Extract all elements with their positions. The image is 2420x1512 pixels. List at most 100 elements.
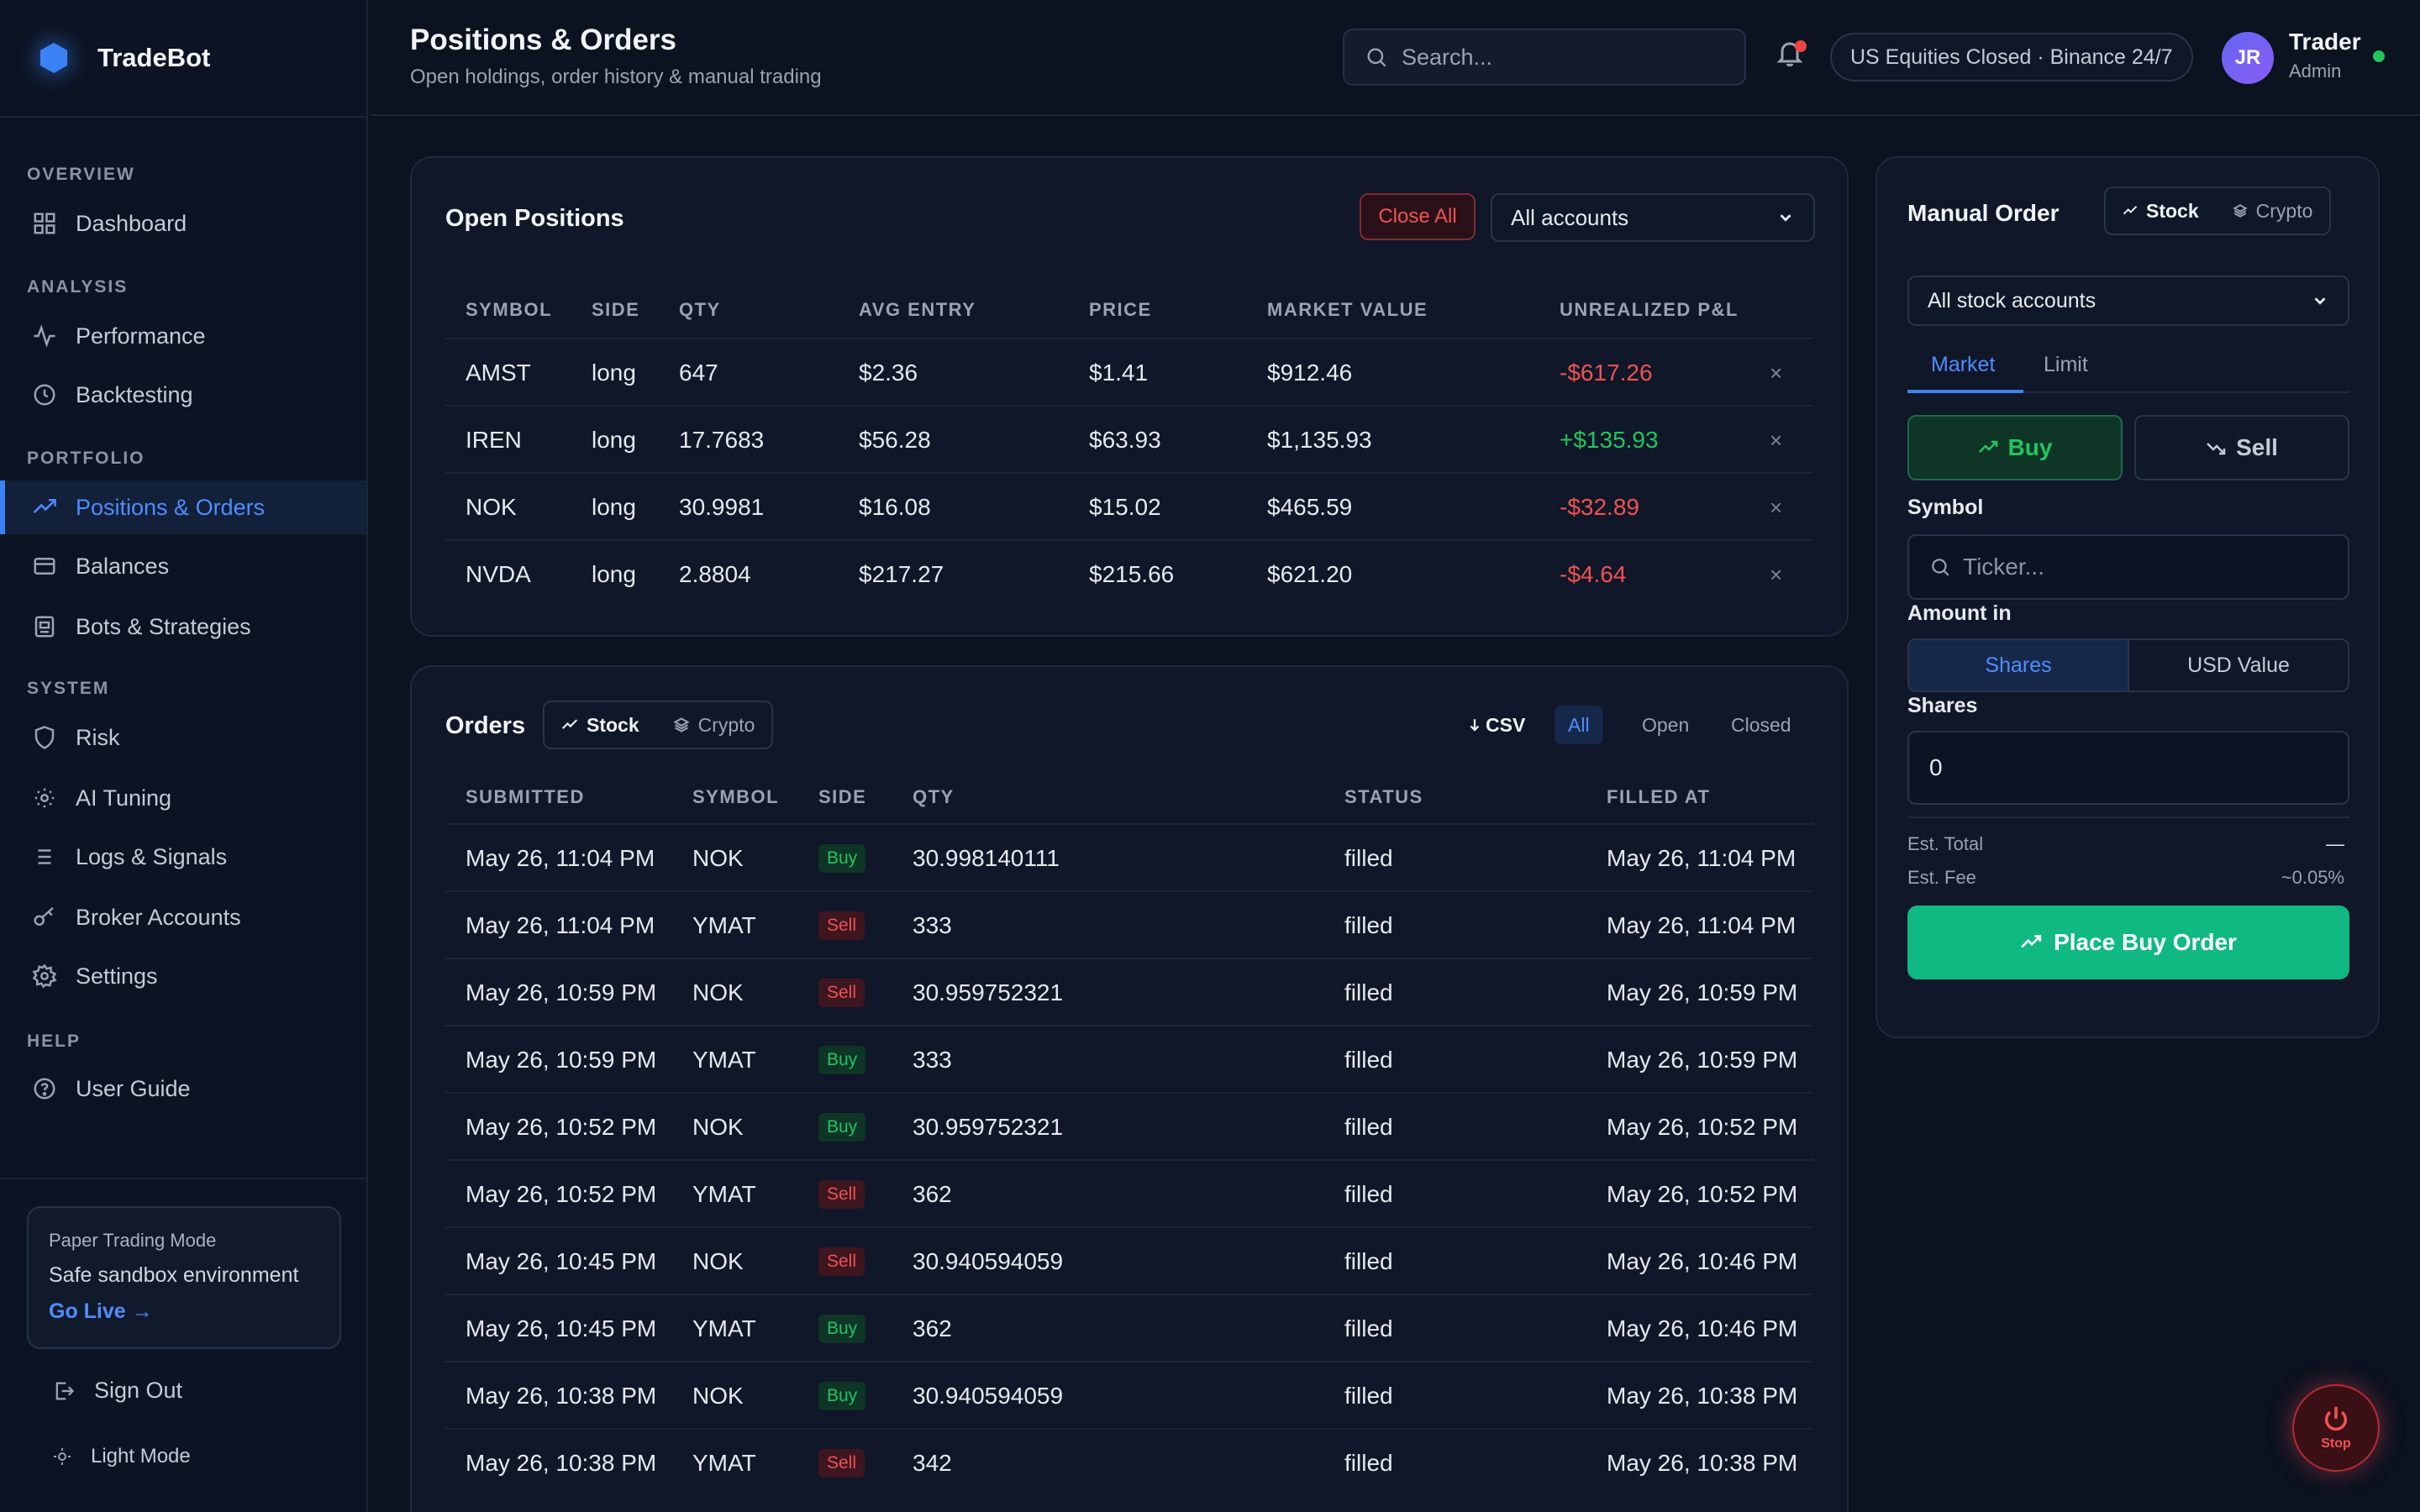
manual-asset-tabs: Stock Crypto [2104,186,2332,235]
gear-icon [32,963,57,989]
go-live-link[interactable]: Go Live → [49,1299,153,1323]
orders-panel: Orders Stock Crypto CSV All Open Closed … [410,665,1849,1512]
shares-label: Shares [1907,694,1978,717]
cell-qty: 362 [913,1181,952,1207]
shares-input[interactable] [1929,754,2265,781]
shares-input-box[interactable] [1907,731,2349,805]
col-qty: QTY [679,299,721,320]
sidebar-item-performance[interactable]: Performance [0,309,366,363]
sidebar-item-broker-accounts[interactable]: Broker Accounts [0,890,366,944]
cell-status: filled [1344,1315,1393,1341]
tab-stock[interactable]: Stock [2106,188,2216,234]
light-mode-toggle[interactable]: Light Mode [52,1445,191,1468]
stock-account-value: All stock accounts [1928,288,2096,312]
col-side: SIDE [592,299,640,320]
table-row[interactable]: AMST long 647 $2.36 $1.41 $912.46 -$617.… [445,338,1813,405]
symbol-input[interactable] [1963,554,2298,580]
cell-filled-at: May 26, 10:59 PM [1607,1047,1798,1073]
sidebar-item-backtesting[interactable]: Backtesting [0,368,366,422]
sidebar-item-label: Settings [76,963,158,989]
amount-in-label: Amount in [1907,601,2012,625]
filter-all[interactable]: All [1555,706,1603,744]
table-row[interactable]: NOK long 30.9981 $16.08 $15.02 $465.59 -… [445,472,1813,539]
sell-toggle-button[interactable]: Sell [2134,415,2349,480]
emergency-stop-button[interactable]: Stop [2292,1384,2380,1472]
sidebar-item-bots-strategies[interactable]: Bots & Strategies [0,600,366,654]
account-select[interactable]: All accounts [1491,193,1815,242]
amount-usd-option[interactable]: USD Value [2187,653,2290,677]
sidebar-item-user-guide[interactable]: User Guide [0,1062,366,1116]
cell-submitted: May 26, 10:52 PM [466,1114,657,1140]
stock-account-select[interactable]: All stock accounts [1907,276,2349,326]
grid-icon [34,213,55,234]
sidebar-item-risk[interactable]: Risk [0,711,366,764]
close-position-button[interactable]: × [1770,561,1783,587]
cell-avg-entry: $16.08 [859,494,931,520]
buy-toggle-button[interactable]: Buy [1907,415,2123,480]
tab-crypto-label: Crypto [697,713,755,736]
filter-closed[interactable]: Closed [1731,713,1791,736]
sidebar-item-ai-tuning[interactable]: AI Tuning [0,771,366,825]
cell-side: Buy [818,1362,866,1430]
cell-status: filled [1344,1450,1393,1476]
cell-avg-entry: $2.36 [859,360,918,386]
cell-qty: 342 [913,1450,952,1476]
orders-title: Orders [445,712,526,739]
table-row[interactable]: May 26, 10:38 PM NOK Buy 30.940594059 filled… [445,1361,1813,1428]
cell-symbol: AMST [466,360,531,386]
table-row[interactable]: IREN long 17.7683 $56.28 $63.93 $1,135.9… [445,405,1813,472]
cell-filled-at: May 26, 10:59 PM [1607,979,1798,1005]
sidebar-item-settings[interactable]: Settings [0,949,366,1003]
cell-qty: 30.998140111 [913,845,1060,871]
tab-crypto[interactable]: Crypto [656,702,772,748]
filter-open[interactable]: Open [1642,713,1690,736]
est-total-value: — [2326,833,2344,854]
cell-filled-at: May 26, 11:04 PM [1607,845,1797,871]
sidebar-item-logs-signals[interactable]: Logs & Signals [0,830,366,884]
sign-out-button[interactable]: Sign Out [52,1378,182,1404]
csv-download-button[interactable]: CSV [1454,706,1539,744]
place-order-button[interactable]: Place Buy Order [1907,906,2349,979]
search-input[interactable] [1402,44,1721,71]
symbol-input-box[interactable] [1907,534,2349,600]
sidebar-item-dashboard[interactable]: Dashboard [0,197,366,250]
cell-submitted: May 26, 11:04 PM [466,845,655,871]
table-row[interactable]: May 26, 11:04 PM NOK Buy 30.998140111 filled… [445,823,1813,890]
cell-qty: 647 [679,360,718,386]
side-badge: Sell [818,911,865,940]
chevron-down-icon [1780,214,1791,222]
sidebar-item-label: Balances [76,553,170,579]
nav-section-portfolio: PORTFOLIO [27,449,145,468]
table-row[interactable]: May 26, 10:52 PM NOK Buy 30.959752321 filled… [445,1092,1813,1159]
sidebar-item-positions-orders[interactable]: Positions & Orders [0,480,366,534]
tab-crypto[interactable]: Crypto [2216,188,2330,234]
table-row[interactable]: NVDA long 2.8804 $217.27 $215.66 $621.20… [445,539,1813,606]
close-all-button[interactable]: Close All [1360,193,1476,240]
cell-symbol: NOK [692,845,744,871]
table-row[interactable]: May 26, 10:38 PM YMAT Sell 342 filled May 26,… [445,1428,1813,1495]
close-position-button[interactable]: × [1770,360,1783,386]
amount-shares-option[interactable]: Shares [1909,640,2129,690]
table-row[interactable]: May 26, 11:04 PM YMAT Sell 333 filled May 26,… [445,890,1813,958]
tab-market[interactable]: Market [1931,353,1996,376]
close-position-button[interactable]: × [1770,494,1783,520]
side-badge: Sell [818,1449,865,1478]
cell-symbol: YMAT [692,1450,756,1476]
sidebar-item-balances[interactable]: Balances [0,539,366,593]
table-row[interactable]: May 26, 10:59 PM NOK Sell 30.959752321 fille… [445,958,1813,1025]
table-row[interactable]: May 26, 10:59 PM YMAT Buy 333 filled May 26, … [445,1025,1813,1092]
table-row[interactable]: May 26, 10:52 PM YMAT Sell 362 filled May 26,… [445,1159,1813,1226]
table-row[interactable]: May 26, 10:45 PM NOK Sell 30.940594059 fille… [445,1226,1813,1294]
search-box[interactable] [1343,29,1746,86]
tab-stock[interactable]: Stock [544,702,656,748]
cell-symbol: YMAT [692,1315,756,1341]
cell-price: $1.41 [1089,360,1149,386]
table-row[interactable]: May 26, 10:45 PM YMAT Buy 362 filled May 26, … [445,1294,1813,1361]
brand[interactable]: TradeBot [0,0,366,118]
avatar[interactable]: JR [2222,32,2274,84]
tab-limit[interactable]: Limit [2044,353,2088,376]
place-order-label: Place Buy Order [2054,929,2237,955]
notifications-button[interactable] [1775,39,1808,72]
cell-qty: 333 [913,912,952,938]
close-position-button[interactable]: × [1770,427,1783,453]
